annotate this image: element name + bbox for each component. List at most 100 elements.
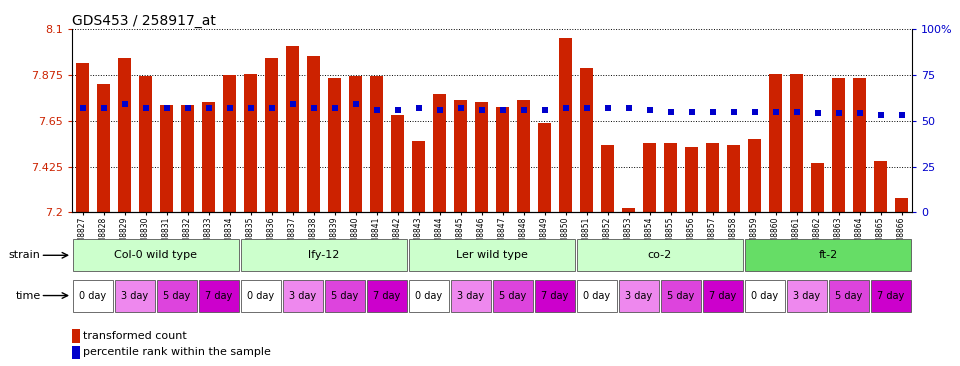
Point — [684, 109, 699, 115]
Text: 7 day: 7 day — [373, 291, 400, 300]
Bar — [745, 239, 911, 271]
Bar — [580, 68, 593, 212]
Bar — [202, 102, 215, 212]
Point — [369, 107, 384, 113]
Point — [326, 105, 342, 111]
Bar — [748, 139, 761, 212]
Text: time: time — [15, 291, 40, 300]
Text: 3 day: 3 day — [289, 291, 317, 300]
Point — [243, 105, 258, 111]
Bar — [367, 280, 407, 311]
Text: 5 day: 5 day — [331, 291, 359, 300]
Bar — [577, 239, 743, 271]
Point — [348, 101, 363, 107]
Bar — [642, 143, 657, 212]
Bar — [76, 63, 89, 212]
Bar — [409, 280, 449, 311]
Point — [537, 107, 552, 113]
Bar — [412, 141, 425, 212]
Bar — [72, 329, 80, 343]
Point — [873, 112, 888, 118]
Bar — [450, 280, 492, 311]
Bar — [409, 239, 575, 271]
Bar — [516, 100, 530, 212]
Bar — [348, 76, 362, 212]
Point — [201, 105, 216, 111]
Point — [558, 105, 573, 111]
Point — [516, 107, 531, 113]
Bar — [199, 280, 239, 311]
Text: lfy-12: lfy-12 — [308, 250, 340, 260]
Text: 0 day: 0 day — [248, 291, 275, 300]
Point — [747, 109, 762, 115]
Point — [96, 105, 111, 111]
Point — [180, 105, 195, 111]
Text: 0 day: 0 day — [416, 291, 443, 300]
Bar — [684, 147, 698, 212]
Point — [789, 109, 804, 115]
Point — [705, 109, 720, 115]
Bar — [241, 239, 407, 271]
Bar — [180, 105, 194, 212]
Bar — [874, 161, 887, 212]
Bar — [790, 74, 804, 212]
Bar — [97, 84, 110, 212]
Bar — [114, 280, 156, 311]
Bar — [474, 102, 489, 212]
Bar — [727, 145, 740, 212]
Point — [642, 107, 658, 113]
Text: 3 day: 3 day — [793, 291, 821, 300]
Text: Ler wild type: Ler wild type — [456, 250, 528, 260]
Bar — [286, 45, 300, 212]
Text: 3 day: 3 day — [457, 291, 485, 300]
Bar — [282, 280, 324, 311]
Point — [852, 111, 867, 116]
Bar — [492, 280, 534, 311]
Text: 7 day: 7 day — [541, 291, 568, 300]
Point — [726, 109, 741, 115]
Point — [390, 107, 405, 113]
Bar — [327, 78, 342, 212]
Point — [306, 105, 322, 111]
Bar — [223, 75, 236, 212]
Point — [579, 105, 594, 111]
Point — [158, 105, 174, 111]
Text: 3 day: 3 day — [625, 291, 653, 300]
Text: 7 day: 7 day — [709, 291, 736, 300]
Bar — [786, 280, 828, 311]
Bar — [241, 280, 281, 311]
Bar — [391, 115, 404, 212]
Bar — [72, 346, 80, 359]
Text: 5 day: 5 day — [667, 291, 695, 300]
Point — [894, 112, 909, 118]
Text: 7 day: 7 day — [877, 291, 904, 300]
Point — [75, 105, 90, 111]
Bar — [706, 143, 719, 212]
Bar — [73, 280, 113, 311]
Bar — [324, 280, 366, 311]
Bar — [895, 198, 908, 212]
Point — [285, 101, 300, 107]
Text: percentile rank within the sample: percentile rank within the sample — [83, 347, 271, 358]
Point — [117, 101, 132, 107]
Bar — [660, 280, 702, 311]
Text: 3 day: 3 day — [121, 291, 149, 300]
Bar — [118, 58, 132, 212]
Bar — [265, 58, 278, 212]
Text: 0 day: 0 day — [584, 291, 611, 300]
Bar — [871, 280, 911, 311]
Bar — [828, 280, 870, 311]
Point — [474, 107, 490, 113]
Text: Col-0 wild type: Col-0 wild type — [114, 250, 198, 260]
Bar — [618, 280, 660, 311]
Point — [453, 105, 468, 111]
Point — [222, 105, 237, 111]
Text: 7 day: 7 day — [205, 291, 232, 300]
Bar — [769, 74, 782, 212]
Text: 5 day: 5 day — [499, 291, 527, 300]
Bar — [745, 280, 785, 311]
Text: 5 day: 5 day — [835, 291, 863, 300]
Bar — [577, 280, 617, 311]
Bar — [852, 78, 866, 212]
Bar — [306, 56, 321, 212]
